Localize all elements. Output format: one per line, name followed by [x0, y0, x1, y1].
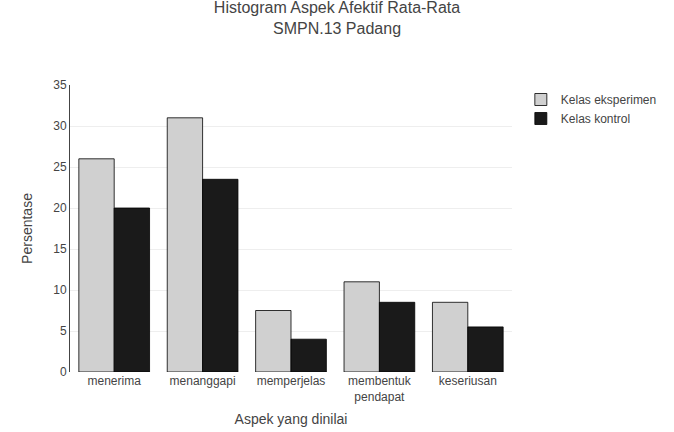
svg-text:5: 5 [60, 324, 67, 338]
svg-text:menanggapi: menanggapi [170, 374, 236, 388]
svg-text:Kelas eksperimen: Kelas eksperimen [561, 93, 656, 107]
svg-text:keseriusan: keseriusan [439, 374, 497, 388]
svg-text:menerima: menerima [88, 374, 142, 388]
svg-text:30: 30 [53, 119, 67, 133]
svg-text:20: 20 [53, 201, 67, 215]
svg-text:25: 25 [53, 160, 67, 174]
svg-text:Histogram Aspek Afektif Rata-R: Histogram Aspek Afektif Rata-RataSMPN.13… [214, 0, 460, 37]
svg-text:Aspek yang dinilai: Aspek yang dinilai [235, 411, 348, 427]
svg-text:Persentase: Persentase [19, 193, 35, 264]
svg-text:0: 0 [60, 365, 67, 379]
svg-text:15: 15 [53, 242, 67, 256]
svg-text:10: 10 [53, 283, 67, 297]
svg-text:Kelas kontrol: Kelas kontrol [561, 112, 630, 126]
svg-text:35: 35 [53, 78, 67, 92]
svg-text:memperjelas: memperjelas [257, 374, 326, 388]
svg-text:membentukpendapat: membentukpendapat [348, 374, 412, 404]
